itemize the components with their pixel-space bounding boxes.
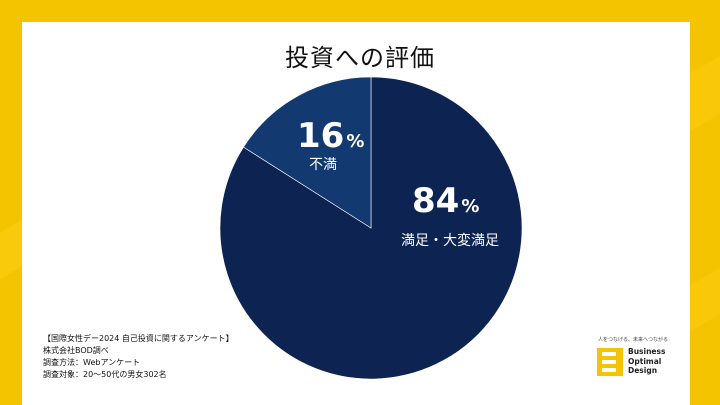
chart-title: 投資への評価 (285, 44, 435, 72)
survey-notes: 【国際女性デー2024 自己投資に関するアンケート】 株式会社BOD調べ 調査方… (43, 333, 234, 381)
slice-percent-label-satisfied: 84% (412, 181, 480, 221)
survey-note-line: 調査方法：Webアンケート (43, 358, 141, 367)
slice-label-dissatisfied: 不満 (309, 157, 337, 173)
bod-logo-text: Business Optimal Design (628, 347, 666, 375)
bod-logo-icon (597, 348, 623, 376)
pie-slice-1 (243, 76, 372, 229)
logo-tagline: 人をつなげる、未来へつながる (598, 337, 669, 343)
slice-percent-label-dissatisfied: 16% (297, 116, 365, 156)
survey-note-line: 調査対象：20〜50代の男女302名 (43, 370, 167, 379)
survey-note-line: 株式会社BOD調べ (43, 346, 109, 355)
slice-label-satisfied: 満足・大変満足 (401, 233, 499, 249)
survey-note-line: 【国際女性デー2024 自己投資に関するアンケート】 (43, 334, 234, 343)
